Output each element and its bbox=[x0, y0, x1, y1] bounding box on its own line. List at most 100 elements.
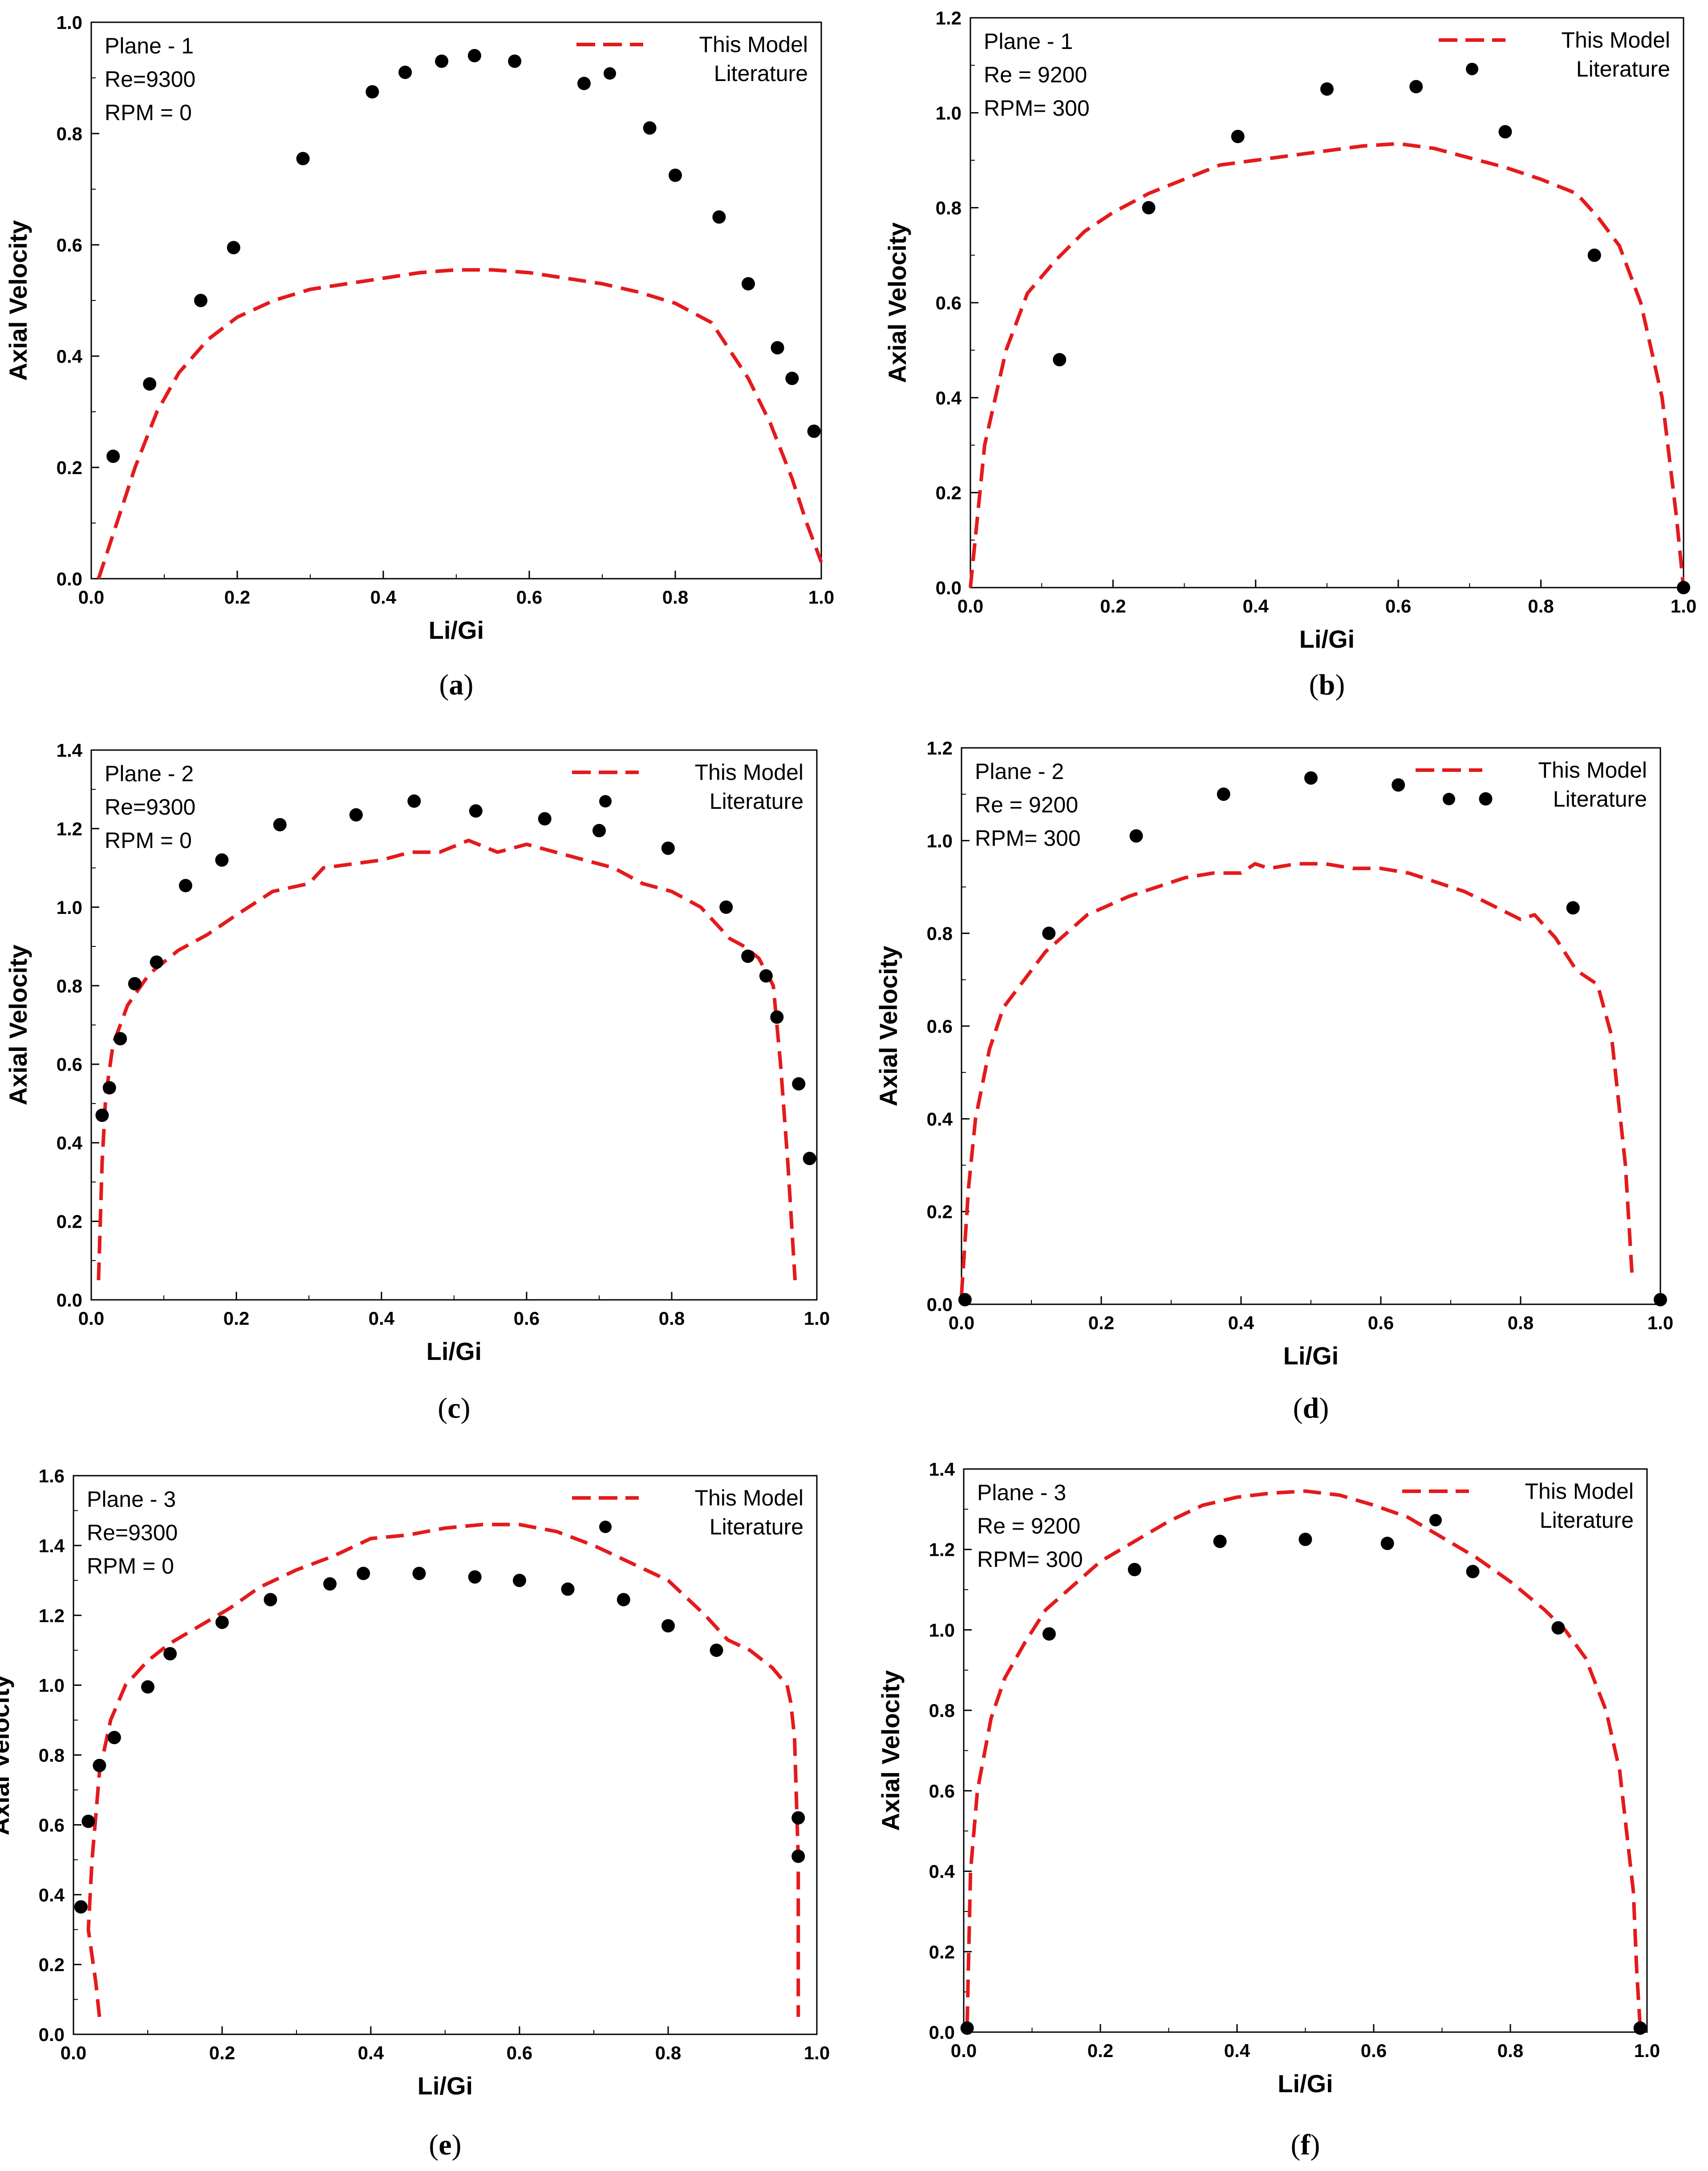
y-tick-label: 1.0 bbox=[57, 12, 82, 33]
literature-point bbox=[264, 1593, 277, 1607]
legend-literature-label: Literature bbox=[1576, 57, 1670, 81]
literature-point bbox=[791, 1811, 805, 1825]
literature-point bbox=[1217, 787, 1230, 801]
x-tick-label: 1.0 bbox=[1647, 1312, 1673, 1333]
legend-literature-marker bbox=[599, 1521, 612, 1533]
y-tick-label: 0.6 bbox=[927, 1016, 953, 1037]
legend-model-label: This Model bbox=[1561, 28, 1670, 53]
chart-panel-d: 0.0 0.2 0.4 0.6 0.8 1.0 0.0 0.2 0.4 0.6 0.8 1.0 1.2 L… bbox=[874, 738, 1673, 1424]
y-tick-label: 0.2 bbox=[39, 1954, 65, 1975]
x-tick-label: 0.4 bbox=[369, 1308, 395, 1329]
literature-point bbox=[407, 794, 421, 808]
model-series-line bbox=[969, 142, 1685, 588]
literature-point bbox=[128, 977, 142, 990]
literature-point bbox=[1466, 1565, 1480, 1579]
panel-caption-letter: b bbox=[1319, 669, 1335, 701]
literature-point bbox=[785, 372, 799, 385]
annotation-line: Plane - 3 bbox=[977, 1480, 1066, 1505]
literature-point bbox=[81, 1814, 95, 1828]
literature-point bbox=[770, 1010, 784, 1024]
literature-point bbox=[712, 210, 726, 224]
panel-caption: (e) bbox=[429, 2129, 461, 2161]
x-tick-label: 0.6 bbox=[514, 1308, 540, 1329]
y-tick-label: 0.0 bbox=[929, 2022, 955, 2043]
literature-point bbox=[710, 1643, 723, 1657]
literature-point bbox=[592, 824, 606, 837]
y-tick-label: 1.6 bbox=[39, 1465, 65, 1486]
panel-caption: (d) bbox=[1293, 1392, 1329, 1424]
literature-point bbox=[669, 168, 682, 182]
legend-literature-label: Literature bbox=[710, 789, 803, 814]
x-tick-label: 1.0 bbox=[808, 587, 834, 608]
literature-point bbox=[107, 1731, 121, 1745]
literature-point bbox=[215, 1615, 229, 1629]
x-tick-label: 0.2 bbox=[224, 587, 250, 608]
literature-point bbox=[227, 241, 240, 255]
literature-point bbox=[194, 294, 207, 307]
legend-literature-label: Literature bbox=[1553, 787, 1647, 812]
x-tick-label: 0.4 bbox=[1224, 2040, 1250, 2061]
annotation-line: Plane - 1 bbox=[105, 33, 194, 58]
literature-point bbox=[803, 1152, 816, 1165]
x-axis-title: Li/Gi bbox=[418, 2072, 473, 2100]
x-tick-label: 0.6 bbox=[507, 2042, 532, 2063]
y-tick-label: 0.6 bbox=[929, 1781, 955, 1802]
y-tick-label: 1.2 bbox=[57, 818, 82, 839]
literature-point bbox=[365, 85, 379, 99]
literature-point bbox=[742, 277, 755, 291]
literature-point bbox=[93, 1759, 106, 1773]
y-tick-label: 1.0 bbox=[39, 1675, 65, 1696]
model-series-line bbox=[965, 1489, 1642, 2029]
panel-caption-letter: c bbox=[447, 1392, 460, 1424]
y-tick-label: 0.4 bbox=[936, 387, 962, 408]
literature-point bbox=[1042, 926, 1056, 940]
literature-point bbox=[398, 65, 412, 79]
x-tick-label: 0.8 bbox=[655, 2042, 681, 2063]
x-tick-label: 1.0 bbox=[1634, 2040, 1660, 2061]
literature-point bbox=[74, 1900, 88, 1914]
literature-point bbox=[1677, 581, 1690, 594]
literature-point bbox=[1479, 792, 1493, 806]
panel-caption: (c) bbox=[438, 1392, 470, 1424]
y-tick-label: 1.4 bbox=[57, 740, 83, 761]
x-axis-title: Li/Gi bbox=[1278, 2070, 1333, 2098]
y-tick-label: 0.0 bbox=[57, 568, 82, 589]
literature-point bbox=[1213, 1534, 1227, 1548]
panel-caption: (b) bbox=[1309, 669, 1345, 701]
y-tick-label: 1.2 bbox=[39, 1605, 65, 1626]
literature-point bbox=[163, 1647, 177, 1661]
literature-point bbox=[577, 77, 591, 90]
legend-model-label: This Model bbox=[1525, 1479, 1634, 1504]
literature-point bbox=[960, 2021, 974, 2035]
y-tick-label: 0.6 bbox=[39, 1814, 65, 1835]
x-tick-label: 0.2 bbox=[1087, 2040, 1113, 2061]
legend-model-label: This Model bbox=[694, 1485, 803, 1510]
legend-literature-marker bbox=[1443, 793, 1455, 805]
chart-panel-e: 0.0 0.2 0.4 0.6 0.8 1.0 0.0 0.2 0.4 0.6 0.8 1.0 1.2 1… bbox=[0, 1465, 830, 2161]
annotation-line: Re = 9200 bbox=[984, 62, 1087, 87]
literature-point bbox=[143, 377, 157, 391]
model-series-line bbox=[86, 1522, 800, 2017]
literature-point bbox=[95, 1108, 109, 1122]
y-tick-label: 0.4 bbox=[57, 346, 83, 367]
y-tick-label: 0.6 bbox=[57, 235, 82, 256]
y-tick-label: 0.4 bbox=[927, 1108, 953, 1129]
y-tick-label: 0.8 bbox=[39, 1745, 65, 1766]
legend-literature-label: Literature bbox=[1540, 1508, 1634, 1533]
panel-caption-letter: f bbox=[1301, 2129, 1311, 2161]
y-tick-label: 0.8 bbox=[936, 198, 962, 219]
y-tick-label: 1.4 bbox=[929, 1459, 955, 1480]
panel-caption-letter: d bbox=[1303, 1392, 1319, 1424]
y-axis-title: Axial Velocity bbox=[876, 1670, 905, 1831]
literature-point bbox=[323, 1577, 337, 1591]
legend-literature-marker bbox=[599, 795, 612, 808]
literature-point bbox=[357, 1566, 370, 1580]
literature-point bbox=[102, 1081, 116, 1095]
x-tick-label: 0.2 bbox=[209, 2042, 235, 2063]
x-tick-label: 1.0 bbox=[1671, 596, 1696, 617]
model-series-line bbox=[97, 838, 797, 1281]
x-tick-label: 0.2 bbox=[223, 1308, 249, 1329]
literature-point bbox=[643, 121, 657, 135]
y-tick-label: 0.8 bbox=[57, 123, 82, 144]
